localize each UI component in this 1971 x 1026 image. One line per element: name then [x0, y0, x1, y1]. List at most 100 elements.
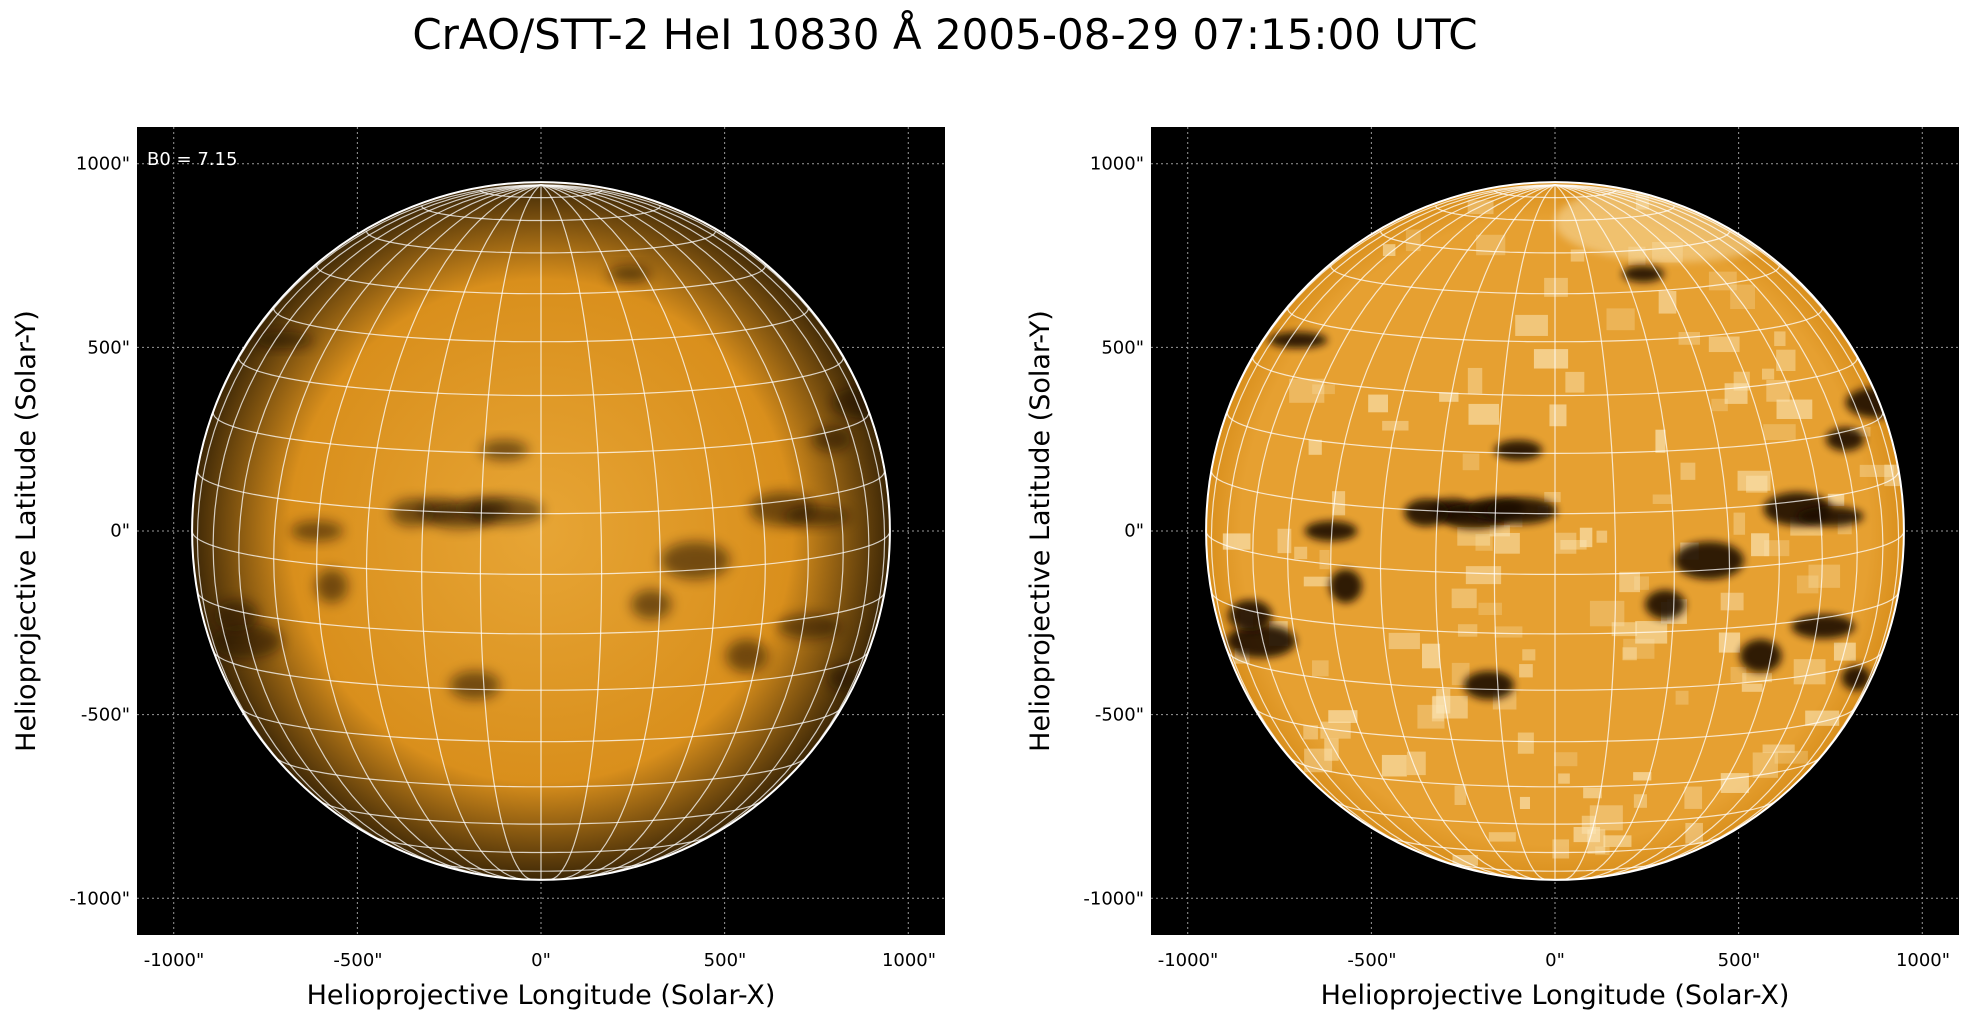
longitude-line — [1554, 184, 1823, 876]
dark-filament — [1674, 541, 1744, 580]
bright-patch — [1554, 532, 1577, 554]
bright-patch — [1808, 564, 1841, 588]
dark-filament — [1304, 520, 1358, 542]
right-xtick-0: 0" — [1545, 950, 1565, 971]
longitude-line — [1554, 184, 1780, 878]
longitude-line — [238, 184, 542, 872]
dark-filament — [631, 589, 672, 620]
right-solar-image — [1151, 127, 1959, 935]
bright-patch — [1303, 576, 1332, 587]
bright-patch — [1554, 752, 1578, 767]
bright-patch — [1762, 744, 1795, 754]
bright-patch — [1805, 710, 1840, 726]
bright-patch — [1766, 379, 1790, 402]
longitude-line — [316, 184, 542, 878]
bright-patch — [1522, 649, 1536, 661]
dark-filament — [1739, 639, 1782, 673]
dark-filament — [290, 520, 344, 542]
dark-filament — [783, 506, 850, 527]
right-solar-disk-plot — [1151, 127, 1959, 935]
bright-patch — [1421, 643, 1441, 669]
bright-patch — [1328, 710, 1358, 723]
longitude-line — [365, 184, 542, 880]
left-x-axis-label: Helioprojective Longitude (Solar-X) — [306, 980, 776, 1011]
longitude-line — [273, 184, 542, 876]
right-y-axis-label: Helioprojective Latitude (Solar-Y) — [1025, 310, 1056, 752]
longitude-line — [1554, 184, 1858, 872]
bright-patch — [1277, 528, 1292, 554]
bright-patch — [1468, 403, 1499, 425]
longitude-line — [540, 184, 717, 880]
longitude-line — [540, 184, 603, 881]
dark-filament — [1228, 599, 1273, 632]
bright-patch — [1763, 424, 1796, 441]
bright-patch — [1611, 622, 1638, 637]
bright-patch — [1552, 839, 1570, 859]
longitude-line — [212, 184, 542, 861]
bright-patch — [1308, 439, 1322, 455]
dark-filament — [1841, 665, 1871, 691]
dark-filament — [390, 498, 435, 527]
figure-title: CrAO/STT-2 HeI 10830 Å 2005-08-29 07:15:… — [412, 10, 1478, 59]
right-xtick-500: 500" — [1717, 950, 1761, 971]
longitude-line — [1330, 184, 1556, 878]
dark-filament — [827, 665, 857, 691]
bright-patch — [1658, 290, 1677, 314]
bright-patch — [1606, 308, 1635, 331]
longitude-line — [1210, 184, 1556, 816]
left-xtick-neg500: -500" — [333, 950, 383, 971]
bright-patch — [1457, 624, 1478, 637]
dark-filament — [214, 599, 259, 632]
bright-patch — [1595, 846, 1610, 856]
dark-filament — [608, 265, 651, 283]
dark-filament — [1494, 440, 1543, 461]
bright-patch — [1633, 772, 1652, 781]
bright-patch — [1737, 470, 1771, 491]
bright-patch — [1774, 750, 1808, 764]
dark-filament — [1329, 569, 1362, 603]
dark-filament — [212, 624, 283, 658]
bright-patch — [1517, 732, 1534, 754]
bright-patch — [1452, 855, 1478, 866]
bright-patch — [1494, 626, 1523, 638]
right-ytick-0: 0" — [1124, 520, 1144, 542]
bright-patch — [1312, 660, 1329, 677]
left-xtick-neg1000: -1000" — [143, 950, 205, 971]
left-solar-disk-plot — [137, 127, 945, 935]
left-ytick-neg500: -500" — [80, 704, 130, 726]
bright-patch — [1730, 666, 1747, 682]
left-xtick-1000: 1000" — [881, 950, 937, 971]
longitude-line — [540, 184, 661, 880]
dark-filament — [449, 670, 501, 700]
bright-patch — [1439, 392, 1459, 402]
bright-patch — [1324, 738, 1339, 761]
bright-patch — [1776, 399, 1813, 419]
bright-patch — [1462, 453, 1480, 471]
right-x-axis-label: Helioprojective Longitude (Solar-X) — [1320, 980, 1790, 1011]
longitude-line — [196, 184, 542, 816]
bright-patch — [1451, 662, 1470, 686]
dark-filament — [1622, 265, 1665, 283]
bright-patch — [1849, 426, 1871, 437]
bright-patch — [1558, 773, 1570, 784]
bright-patch — [1515, 314, 1548, 336]
right-ytick-500: 500" — [1101, 337, 1144, 359]
longitude-line — [540, 184, 809, 876]
bright-patch — [1467, 367, 1483, 394]
bright-patch — [1711, 398, 1728, 412]
bright-patch — [1304, 748, 1333, 773]
bright-patch — [1417, 704, 1445, 729]
longitude-line — [540, 184, 766, 878]
bright-patch — [1741, 683, 1763, 692]
bright-patch — [1764, 540, 1790, 557]
bright-patch — [1603, 835, 1632, 847]
longitude-line — [1554, 184, 1675, 880]
longitude-line — [1554, 184, 1731, 880]
longitude-line — [1493, 184, 1556, 881]
dark-filament — [660, 541, 730, 580]
longitude-line — [540, 184, 886, 816]
bright-patch — [1488, 832, 1516, 842]
bright-patch — [1495, 532, 1520, 554]
bright-patch — [1596, 530, 1608, 543]
solar-limb — [1205, 181, 1905, 881]
